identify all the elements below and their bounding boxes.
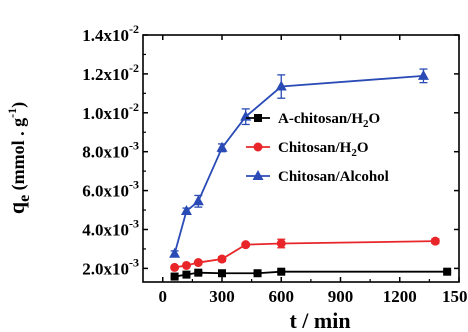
data-point bbox=[193, 258, 203, 268]
x-tick-label: 300 bbox=[209, 287, 235, 306]
x-tick-label: 0 bbox=[159, 287, 168, 306]
legend: A-chitosan/H2O Chitosan/H2O Chitosan/Alcoh… bbox=[246, 111, 389, 185]
legend-label: Chitosan/Alcohol bbox=[278, 169, 389, 185]
data-point bbox=[240, 110, 252, 121]
data-point bbox=[430, 236, 440, 246]
legend-marker bbox=[254, 114, 262, 122]
data-point bbox=[253, 269, 262, 278]
legend-item-0: A-chitosan/H2O bbox=[246, 111, 380, 130]
data-point bbox=[216, 141, 228, 152]
legend-item-2: Chitosan/Alcohol bbox=[246, 169, 389, 185]
data-point bbox=[180, 205, 192, 216]
data-point bbox=[194, 268, 203, 277]
data-point bbox=[417, 69, 429, 80]
y-tick-label: 4.0x10-3 bbox=[82, 216, 139, 239]
data-point bbox=[170, 262, 180, 272]
x-tick-label: 1500 bbox=[442, 287, 468, 306]
y-axis-title: qe (mmol . g-1) bbox=[4, 102, 33, 214]
legend-marker bbox=[253, 142, 263, 152]
x-tick-label: 1200 bbox=[383, 287, 417, 306]
series-0 bbox=[170, 267, 452, 281]
data-point bbox=[241, 240, 251, 250]
series-2 bbox=[169, 68, 429, 258]
data-point bbox=[169, 247, 181, 258]
series-line bbox=[174, 270, 448, 278]
legend-label: A-chitosan/H2O bbox=[278, 111, 380, 130]
y-axis: 2.0x10-3 4.0x10-3 6.0x10-3 8.0x10-3 1.0x10-2… bbox=[82, 22, 459, 278]
data-point bbox=[217, 254, 227, 264]
data-point bbox=[192, 195, 204, 206]
series-line bbox=[173, 74, 424, 255]
series-1 bbox=[170, 236, 440, 272]
series-line bbox=[174, 240, 436, 269]
data-point bbox=[218, 269, 226, 278]
x-tick-label: 600 bbox=[269, 287, 295, 306]
y-tick-label: 1.0x10-2 bbox=[82, 100, 139, 123]
data-point bbox=[170, 272, 179, 281]
x-axis-title: t / min bbox=[289, 308, 350, 332]
data-point bbox=[275, 80, 287, 91]
legend-item-1: Chitosan/H2O bbox=[246, 140, 369, 159]
plot-frame bbox=[142, 34, 460, 283]
y-tick-label: 1.4x10-2 bbox=[82, 22, 139, 45]
y-tick-label: 6.0x10-3 bbox=[82, 178, 139, 201]
legend-label: Chitosan/H2O bbox=[278, 140, 369, 159]
legend-marker bbox=[252, 170, 264, 180]
y-tick-label: 1.2x10-2 bbox=[82, 61, 139, 84]
data-point bbox=[277, 267, 286, 276]
series-layer bbox=[169, 68, 452, 281]
y-tick-label: 2.0x10-3 bbox=[82, 255, 139, 278]
data-point bbox=[182, 270, 191, 279]
plot-border bbox=[142, 34, 460, 283]
data-point bbox=[443, 267, 452, 276]
x-axis: 0 300 600 900 1200 1500 bbox=[159, 35, 468, 306]
data-point bbox=[181, 260, 191, 270]
data-point bbox=[276, 238, 286, 248]
x-tick-label: 900 bbox=[328, 287, 354, 306]
axis-titles: t / min qe (mmol . g-1) bbox=[4, 102, 351, 332]
y-tick-label: 8.0x10-3 bbox=[82, 139, 139, 162]
